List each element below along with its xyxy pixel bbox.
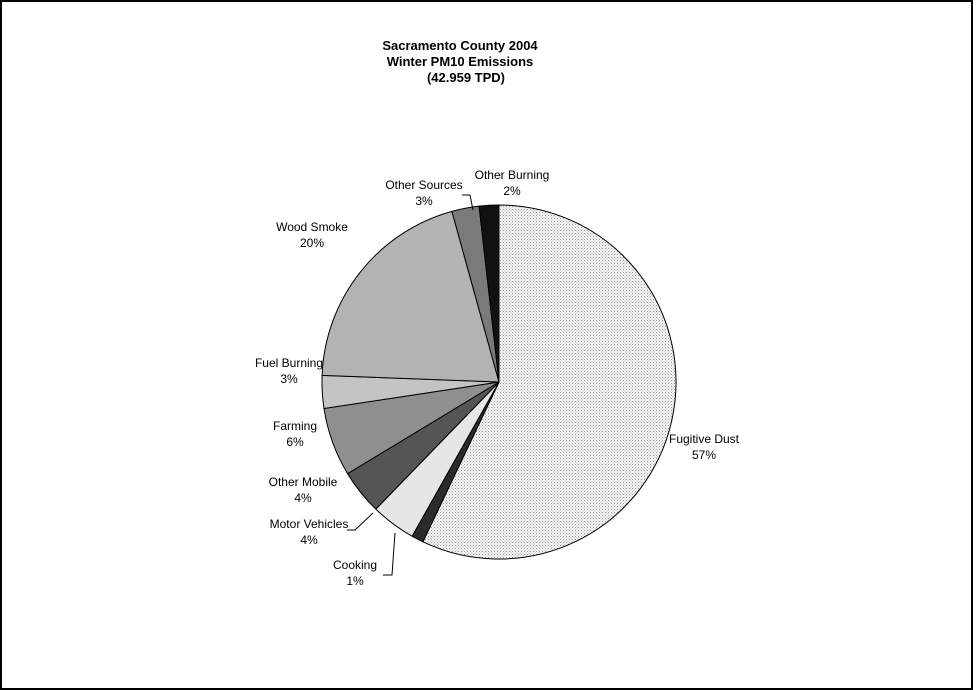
slice-label-percent: 1% xyxy=(346,574,364,588)
pie-slices xyxy=(321,204,677,560)
slice-label-wood-smoke: Wood Smoke 20% xyxy=(276,220,348,250)
slice-label-name: Cooking xyxy=(333,558,377,572)
slice-label-name: Other Mobile xyxy=(269,475,338,489)
pie-slice-other-burning xyxy=(478,204,500,383)
slice-label-name: Other Burning xyxy=(475,168,550,182)
slice-label-fuel-burning: Fuel Burning 3% xyxy=(255,356,323,386)
slice-label-other-mobile: Other Mobile 4% xyxy=(269,475,338,505)
slice-label-name: Fuel Burning xyxy=(255,356,323,370)
slice-label-percent: 20% xyxy=(300,236,324,250)
slice-label-name: Farming xyxy=(273,419,317,433)
slice-label-percent: 4% xyxy=(294,491,312,505)
chart-title: Sacramento County 2004 Winter PM10 Emiss… xyxy=(382,38,538,85)
slice-label-name: Fugitive Dust xyxy=(669,432,740,446)
chart-title-line-3: (42.959 TPD) xyxy=(427,70,505,85)
leader-lines xyxy=(347,194,474,576)
slice-labels: Fugitive Dust 57% Cooking 1% Motor Vehicles 4… xyxy=(255,168,740,588)
slice-label-name: Wood Smoke xyxy=(276,220,348,234)
slice-label-motor-vehicles: Motor Vehicles 4% xyxy=(270,517,349,547)
slice-label-cooking: Cooking 1% xyxy=(333,558,377,588)
slice-label-percent: 3% xyxy=(415,194,433,208)
slice-label-other-burning: Other Burning 2% xyxy=(475,168,550,198)
slice-label-farming: Farming 6% xyxy=(273,419,317,449)
chart-title-line-1: Sacramento County 2004 xyxy=(382,38,538,53)
leader-line-other-sources xyxy=(462,194,474,211)
pie-slice-wood-smoke xyxy=(321,210,500,383)
leader-line-cooking xyxy=(383,532,396,576)
pie-chart: Sacramento County 2004 Winter PM10 Emiss… xyxy=(255,38,740,588)
slice-label-percent: 4% xyxy=(300,533,318,547)
slice-label-name: Motor Vehicles xyxy=(270,517,349,531)
leader-line-motor-vehicles xyxy=(347,512,374,531)
chart-title-line-2: Winter PM10 Emissions xyxy=(387,54,534,69)
slice-label-percent: 6% xyxy=(286,435,304,449)
slice-label-other-sources: Other Sources 3% xyxy=(385,178,462,208)
slice-label-fugitive-dust: Fugitive Dust 57% xyxy=(669,432,740,462)
slice-label-percent: 3% xyxy=(280,372,298,386)
slice-label-percent: 2% xyxy=(503,184,521,198)
slice-label-percent: 57% xyxy=(692,448,716,462)
pie-slice-fugitive-dust xyxy=(422,204,677,560)
slice-label-name: Other Sources xyxy=(385,178,462,192)
